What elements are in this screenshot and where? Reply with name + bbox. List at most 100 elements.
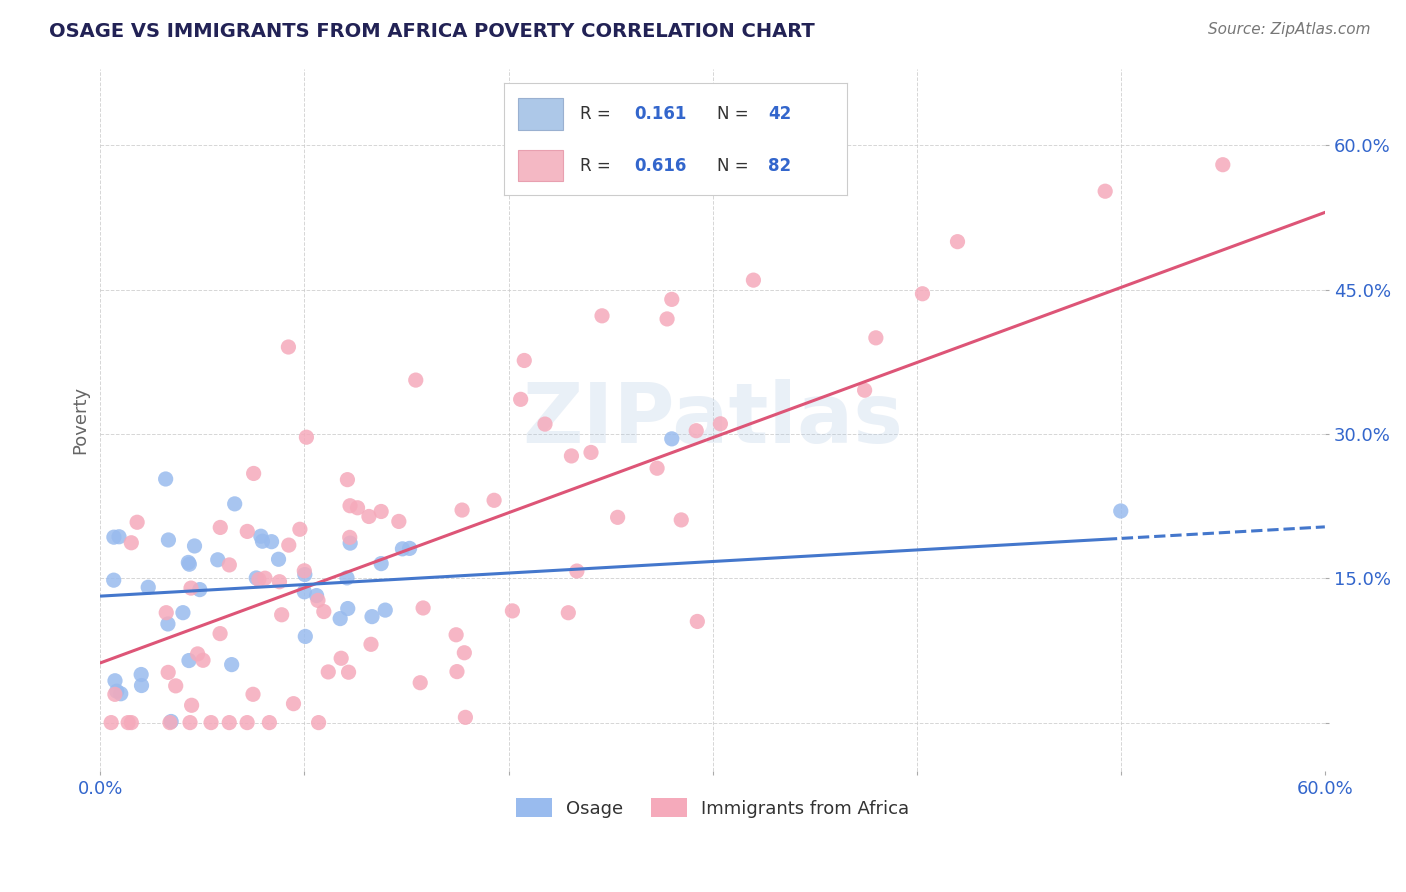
Point (269, 574, 291, 589)
Point (606, 510, 628, 524)
Point (207, 553, 229, 567)
Point (911, 286, 934, 301)
Point (127, 515, 149, 529)
Point (444, 628, 467, 642)
Point (409, 675, 432, 690)
Point (172, 606, 194, 620)
Point (357, 509, 380, 524)
Point (560, 449, 582, 463)
Point (405, 373, 427, 387)
Point (534, 417, 557, 431)
Point (277, 538, 299, 552)
Point (155, 606, 177, 620)
Point (165, 679, 187, 693)
Point (339, 499, 361, 513)
Point (120, 535, 142, 549)
Point (131, 679, 153, 693)
Point (685, 424, 707, 438)
Point (157, 665, 180, 680)
Point (236, 715, 259, 730)
Point (242, 467, 264, 481)
Point (179, 558, 201, 572)
Point (374, 603, 396, 617)
Point (117, 715, 139, 730)
Point (177, 556, 200, 570)
Point (305, 589, 328, 603)
Point (946, 235, 969, 249)
Point (260, 534, 283, 549)
Point (218, 715, 240, 730)
Point (288, 522, 311, 536)
Point (136, 580, 159, 594)
Point (307, 593, 329, 607)
Point (509, 392, 531, 407)
Point (336, 601, 359, 615)
Point (329, 611, 352, 625)
Legend: Osage, Immigrants from Africa: Osage, Immigrants from Africa (509, 791, 917, 825)
Point (252, 534, 274, 549)
Point (316, 665, 339, 679)
Point (451, 503, 474, 517)
Point (1094, 184, 1116, 198)
Point (661, 293, 683, 307)
Point (183, 539, 205, 553)
Point (1109, 504, 1132, 518)
Point (283, 697, 305, 711)
Point (336, 473, 359, 487)
Point (865, 331, 887, 345)
Point (250, 529, 273, 543)
Point (330, 651, 353, 665)
Point (294, 629, 316, 643)
Point (661, 432, 683, 446)
Point (187, 647, 209, 661)
Point (645, 461, 668, 475)
Point (120, 715, 142, 730)
Point (742, 273, 765, 287)
Point (453, 646, 475, 660)
Point (270, 607, 292, 622)
Point (709, 417, 731, 431)
Point (179, 715, 201, 730)
Point (336, 571, 359, 585)
Point (446, 665, 468, 679)
Point (259, 715, 281, 730)
Point (103, 530, 125, 544)
Point (398, 541, 420, 556)
Point (308, 715, 330, 730)
Point (292, 564, 315, 578)
Point (412, 601, 434, 615)
Point (591, 309, 613, 323)
Point (277, 340, 299, 354)
Point (501, 604, 523, 618)
Point (339, 536, 361, 550)
Point (110, 687, 132, 701)
Point (159, 715, 181, 730)
Point (454, 710, 477, 724)
Point (156, 617, 179, 632)
Point (253, 571, 276, 585)
Point (108, 530, 131, 544)
Point (391, 541, 413, 556)
Point (218, 558, 240, 572)
Point (247, 573, 270, 587)
Point (104, 673, 127, 688)
Point (337, 665, 360, 680)
Point (105, 684, 128, 698)
Point (655, 312, 678, 326)
Point (346, 500, 368, 515)
Point (188, 582, 211, 597)
Point (292, 584, 315, 599)
Point (388, 515, 411, 529)
Point (295, 430, 318, 444)
Point (686, 615, 709, 629)
Text: ZIPatlas: ZIPatlas (522, 379, 903, 460)
Point (209, 520, 232, 534)
Point (236, 524, 259, 539)
Point (294, 567, 316, 582)
Point (224, 497, 246, 511)
Point (853, 383, 876, 397)
Point (157, 533, 180, 547)
Point (103, 573, 125, 587)
Text: OSAGE VS IMMIGRANTS FROM AFRICA POVERTY CORRELATION CHART: OSAGE VS IMMIGRANTS FROM AFRICA POVERTY … (49, 22, 815, 41)
Point (180, 581, 202, 595)
